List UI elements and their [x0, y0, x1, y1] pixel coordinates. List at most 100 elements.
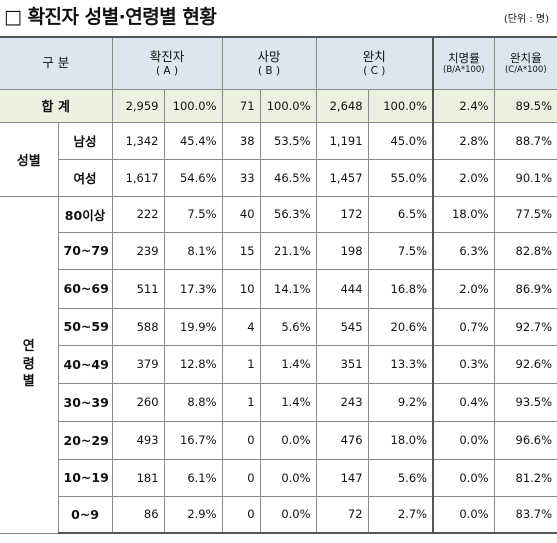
recovered-count: 1,457: [315, 158, 369, 197]
confirmed-pct: 7.5%: [163, 195, 223, 233]
header-confirmed: 확진자 ( A ): [111, 36, 223, 90]
recovery-rate: 90.1%: [493, 158, 557, 197]
recovered-pct: 7.5%: [367, 231, 435, 270]
confirmed-count: 260: [111, 382, 165, 422]
confirmed-pct: 8.1%: [163, 231, 223, 270]
fatality-rate: 0.4%: [432, 382, 495, 422]
deaths-pct: 53.5%: [259, 121, 317, 160]
table-row: 연 령 별 80이상 222 7.5% 40 56.3% 172 6.5% 18…: [0, 195, 557, 534]
deaths-pct: 0.0%: [259, 495, 317, 534]
recovered-pct: 9.2%: [367, 382, 435, 422]
row-label: 80이상: [57, 195, 113, 233]
table-row: 60~69 511 17.3% 10 14.1% 444 16.8% 2.0% …: [0, 268, 557, 309]
row-label: 50~59: [57, 307, 113, 346]
deaths-pct: 0.0%: [259, 458, 317, 497]
deaths-pct: 5.6%: [259, 307, 317, 346]
recovery-rate: 82.8%: [493, 231, 557, 270]
recovered-count: 243: [315, 382, 369, 422]
deaths-count: 1: [221, 344, 261, 384]
age-group-char: 별: [22, 374, 35, 390]
total-label: 합 계: [0, 88, 113, 123]
fatality-rate: 0.7%: [432, 307, 495, 346]
row-label: 남성: [57, 121, 113, 160]
unit-label: (단위 : 명): [503, 14, 549, 25]
table-header-row: 구 분 확진자 ( A ) 사망 ( B ) 완치 ( C ) 치명률 (B/A…: [0, 36, 557, 90]
recovery-rate: 92.7%: [493, 307, 557, 346]
table-row: 여성 1,617 54.6% 33 46.5% 1,457 55.0% 2.0%…: [0, 158, 557, 197]
total-confirmed: 2,959: [111, 88, 165, 123]
deaths-pct: 1.4%: [259, 344, 317, 384]
total-fatality-rate: 2.4%: [432, 88, 495, 123]
confirmed-pct: 19.9%: [163, 307, 223, 346]
recovered-count: 172: [315, 195, 369, 233]
recovery-rate: 83.7%: [493, 495, 557, 534]
fatality-rate: 2.8%: [432, 121, 495, 160]
deaths-count: 33: [221, 158, 261, 197]
recovery-rate: 77.5%: [493, 195, 557, 233]
recovery-rate: 86.9%: [493, 268, 557, 309]
fatality-rate: 6.3%: [432, 231, 495, 270]
confirmed-pct: 12.8%: [163, 344, 223, 384]
header-confirmed-label: 확진자: [149, 48, 185, 64]
total-recovered: 2,648: [315, 88, 369, 123]
total-row: 합 계 2,959 100.0% 71 100.0% 2,648 100.0% …: [0, 88, 557, 123]
table-row: 성별 남성 1,342 45.4% 38 53.5% 1,191 45.0% 2…: [0, 121, 557, 197]
recovery-rate: 81.2%: [493, 458, 557, 497]
age-group-char: 연: [22, 339, 35, 355]
header-recovery-rate-label: 완치율: [509, 50, 542, 65]
total-deaths-pct: 100.0%: [259, 88, 317, 123]
row-label: 10~19: [57, 458, 113, 497]
header-deaths-label: 사망: [257, 48, 281, 64]
header-recovered-label: 완치: [362, 48, 386, 64]
deaths-pct: 1.4%: [259, 382, 317, 422]
gender-group-label: 성별: [0, 121, 59, 197]
table-row: 20~29 493 16.7% 0 0.0% 476 18.0% 0.0% 96…: [0, 420, 557, 460]
total-confirmed-pct: 100.0%: [163, 88, 223, 123]
header-fatality-rate-label: 치명률: [447, 50, 480, 65]
recovered-pct: 2.7%: [367, 495, 435, 534]
recovery-rate: 92.6%: [493, 344, 557, 384]
deaths-count: 0: [221, 458, 261, 497]
confirmed-pct: 16.7%: [163, 420, 223, 460]
confirmed-pct: 8.8%: [163, 382, 223, 422]
recovered-pct: 16.8%: [367, 268, 435, 309]
deaths-pct: 14.1%: [259, 268, 317, 309]
recovered-count: 351: [315, 344, 369, 384]
recovery-rate: 93.5%: [493, 382, 557, 422]
recovery-rate: 96.6%: [493, 420, 557, 460]
confirmed-pct: 45.4%: [163, 121, 223, 160]
header-deaths: 사망 ( B ): [221, 36, 317, 90]
table-row: 10~19 181 6.1% 0 0.0% 147 5.6% 0.0% 81.2…: [0, 458, 557, 497]
table-row: 50~59 588 19.9% 4 5.6% 545 20.6% 0.7% 92…: [0, 307, 557, 346]
fatality-rate: 0.0%: [432, 420, 495, 460]
fatality-rate: 2.0%: [432, 158, 495, 197]
confirmed-count: 493: [111, 420, 165, 460]
row-label: 40~49: [57, 344, 113, 384]
recovered-count: 1,191: [315, 121, 369, 160]
confirmed-count: 1,342: [111, 121, 165, 160]
recovered-pct: 13.3%: [367, 344, 435, 384]
recovered-pct: 45.0%: [367, 121, 435, 160]
stats-table: 구 분 확진자 ( A ) 사망 ( B ) 완치 ( C ) 치명률 (B/A…: [0, 36, 557, 534]
deaths-count: 15: [221, 231, 261, 270]
header-deaths-sub: ( B ): [258, 64, 281, 77]
recovered-count: 147: [315, 458, 369, 497]
confirmed-count: 1,617: [111, 158, 165, 197]
deaths-count: 0: [221, 495, 261, 534]
header-recovered-sub: ( C ): [363, 64, 386, 77]
deaths-count: 38: [221, 121, 261, 160]
confirmed-count: 239: [111, 231, 165, 270]
total-deaths: 71: [221, 88, 261, 123]
table-row: 0~9 86 2.9% 0 0.0% 72 2.7% 0.0% 83.7%: [0, 495, 557, 534]
header-fatality-rate-sub: (B/A*100): [443, 65, 485, 76]
row-label: 0~9: [57, 495, 113, 534]
page-title: □ 확진자 성별·연령별 현황: [4, 6, 217, 28]
row-label: 70~79: [57, 231, 113, 270]
confirmed-pct: 6.1%: [163, 458, 223, 497]
fatality-rate: 0.3%: [432, 344, 495, 384]
confirmed-count: 511: [111, 268, 165, 309]
fatality-rate: 0.0%: [432, 495, 495, 534]
deaths-count: 0: [221, 420, 261, 460]
total-recovery-rate: 89.5%: [493, 88, 557, 123]
total-recovered-pct: 100.0%: [367, 88, 435, 123]
